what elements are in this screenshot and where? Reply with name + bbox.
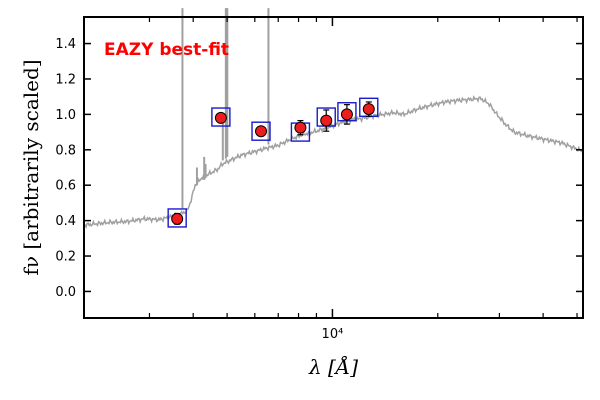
y-axis-title: fν [arbitrarily scaled] [19, 59, 43, 275]
observed-point [320, 114, 333, 127]
observed-point [340, 108, 353, 121]
y-tick-label: 0.6 [55, 179, 76, 194]
model-spectrum-layer [83, 94, 584, 230]
observed-points [171, 101, 375, 225]
y-tick-label: 0.2 [55, 250, 76, 265]
eazy-annotation: EAZY best-fit [104, 40, 229, 60]
axis-ticks: 0.0 0.2 0.4 0.6 0.8 1.0 1.2 1.4 10⁴ [55, 17, 583, 342]
observed-point [171, 212, 184, 225]
model-band-box [167, 208, 187, 228]
y-tick-label: 0.8 [55, 143, 76, 158]
x-axis-title: λ [Å] [308, 354, 358, 379]
observed-point [214, 111, 227, 124]
model-spectrum-line [83, 94, 584, 230]
y-tick-label: 0.0 [55, 285, 76, 300]
y-tick-label: 0.4 [55, 214, 76, 229]
y-tick-label: 1.2 [55, 72, 76, 87]
observed-point [255, 125, 268, 138]
model-band-box [211, 107, 231, 127]
y-tick-label: 1.0 [55, 108, 76, 123]
y-tick-label: 1.4 [55, 37, 76, 52]
model-band-box [251, 121, 271, 141]
plot-frame [83, 16, 584, 319]
x-tick-label: 10⁴ [322, 327, 344, 342]
observed-point [362, 103, 375, 116]
observed-point [294, 121, 307, 134]
